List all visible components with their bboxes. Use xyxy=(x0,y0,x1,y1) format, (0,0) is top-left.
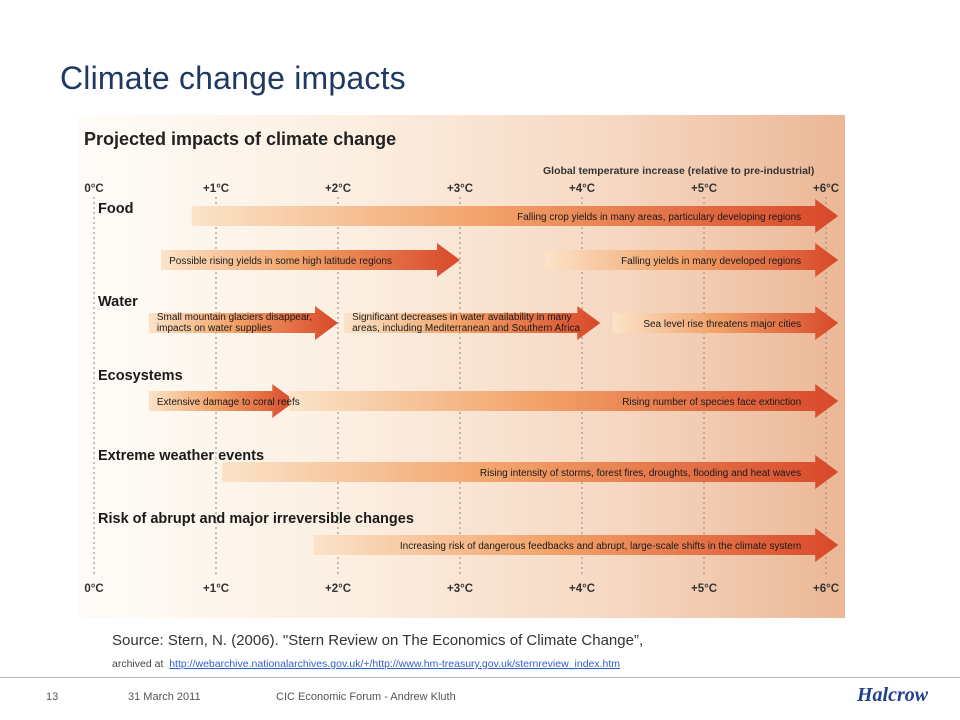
category-extreme: Extreme weather events xyxy=(98,448,264,464)
category-ecosystems: Ecosystems xyxy=(98,368,183,384)
food-rising-yields-arrow xyxy=(161,243,460,277)
water-availability-arrow-label-0: Significant decreases in water availabil… xyxy=(352,312,572,323)
tick-bottom-2: +2°C xyxy=(325,583,351,595)
tick-bottom-4: +4°C xyxy=(569,583,595,595)
archive-note: archived at http://webarchive.nationalar… xyxy=(112,658,620,670)
diagram-title: Projected impacts of climate change xyxy=(84,129,396,149)
abrupt-feedbacks-arrow-label: Increasing risk of dangerous feedbacks a… xyxy=(400,541,801,552)
category-food: Food xyxy=(98,201,133,217)
eco-extinction-arrow xyxy=(289,384,839,418)
halcrow-logo: Halcrow xyxy=(857,684,929,706)
source-link[interactable]: http://webarchive.nationalarchives.gov.u… xyxy=(169,658,621,670)
tick-top-6: +6°C xyxy=(813,183,839,195)
food-crop-yields-arrow-label: Falling crop yields in many areas, parti… xyxy=(517,212,801,223)
diagram-canvas: Projected impacts of climate change Globa… xyxy=(84,129,839,595)
archive-prefix: archived at xyxy=(112,658,164,670)
water-sea-level-arrow-label: Sea level rise threatens major cities xyxy=(643,319,801,330)
tick-top-2: +2°C xyxy=(325,183,351,195)
extreme-storms-arrow xyxy=(222,455,839,489)
source-citation: Source: Stern, N. (2006). "Stern Review … xyxy=(112,632,644,649)
tick-bottom-0: 0°C xyxy=(84,583,103,595)
footer-date: 31 March 2011 xyxy=(128,691,201,703)
tick-bottom-6: +6°C xyxy=(813,583,839,595)
footer-divider xyxy=(0,677,960,678)
eco-coral-arrow-label: Extensive damage to coral reefs xyxy=(157,397,300,408)
tick-top-1: +1°C xyxy=(203,183,229,195)
water-availability-arrow xyxy=(344,306,601,340)
extreme-storms-arrow-label: Rising intensity of storms, forest fires… xyxy=(480,468,801,479)
tick-top-4: +4°C xyxy=(569,183,595,195)
tick-top-0: 0°C xyxy=(84,183,103,195)
eco-coral-arrow xyxy=(148,384,296,418)
slide-title: Climate change impacts xyxy=(60,60,406,96)
water-glaciers-arrow-label-1: impacts on water supplies xyxy=(157,323,272,334)
food-crop-yields-arrow xyxy=(191,199,839,233)
tick-top-5: +5°C xyxy=(691,183,717,195)
food-falling-yields-arrow xyxy=(545,243,839,277)
tick-top-3: +3°C xyxy=(447,183,473,195)
tick-bottom-3: +3°C xyxy=(447,583,473,595)
temperature-axis-label: Global temperature increase (relative to… xyxy=(543,165,814,177)
abrupt-feedbacks-arrow xyxy=(313,528,839,562)
water-glaciers-arrow xyxy=(148,306,338,340)
food-falling-yields-arrow-label: Falling yields in many developed regions xyxy=(621,256,801,267)
tick-bottom-5: +5°C xyxy=(691,583,717,595)
category-water: Water xyxy=(98,294,138,310)
climate-impacts-diagram: Projected impacts of climate change Globa… xyxy=(78,115,845,618)
page-number: 13 xyxy=(46,691,59,703)
water-sea-level-arrow xyxy=(612,306,839,340)
footer-event: CIC Economic Forum - Andrew Kluth xyxy=(276,691,456,703)
water-glaciers-arrow-label-0: Small mountain glaciers disappear, xyxy=(157,312,312,323)
food-rising-yields-arrow-label: Possible rising yields in some high lati… xyxy=(169,256,392,267)
eco-extinction-arrow-label: Rising number of species face extinction xyxy=(622,397,801,408)
category-abrupt: Risk of abrupt and major irreversible ch… xyxy=(98,511,414,527)
tick-bottom-1: +1°C xyxy=(203,583,229,595)
water-availability-arrow-label-1: areas, including Mediterranean and South… xyxy=(352,323,580,334)
